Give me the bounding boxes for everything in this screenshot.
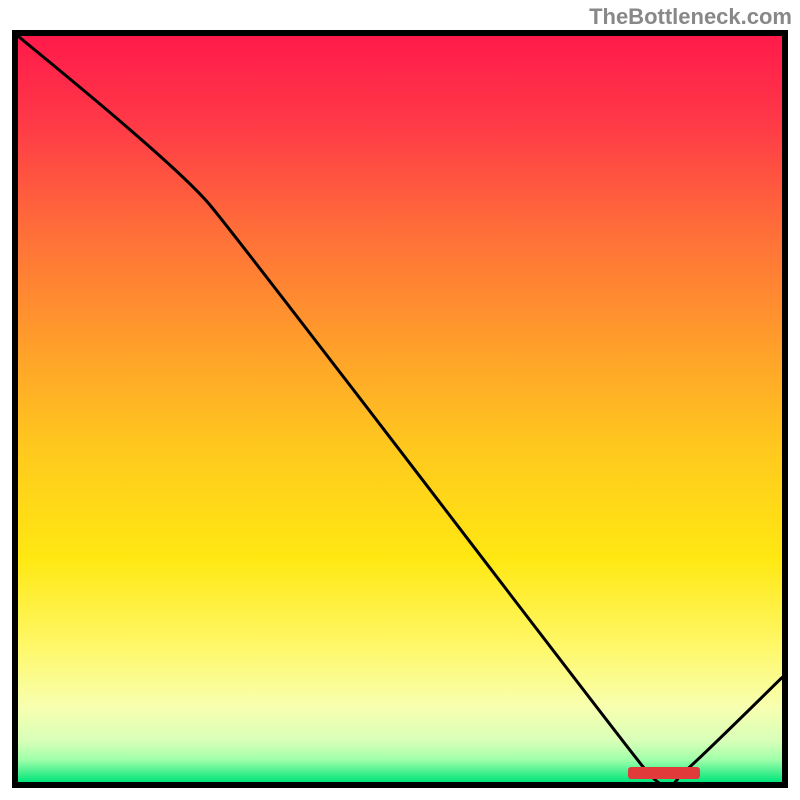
- watermark: TheBottleneck.com: [589, 4, 792, 30]
- curve-path: [18, 36, 782, 782]
- min-marker: [628, 767, 700, 779]
- curve-layer: [18, 36, 782, 782]
- plot-area: [12, 30, 788, 788]
